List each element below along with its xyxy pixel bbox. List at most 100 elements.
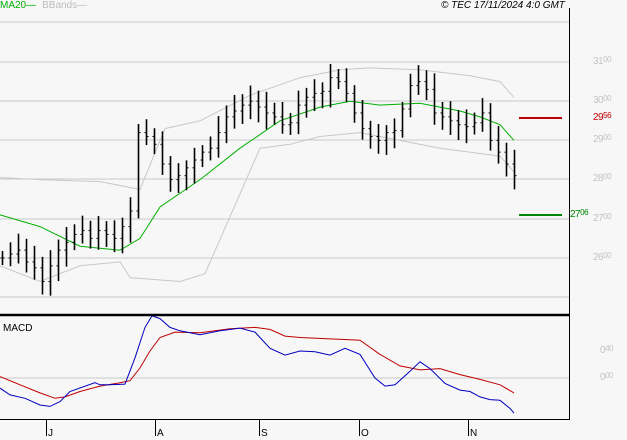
resistance-label-dec: 56 bbox=[603, 111, 612, 120]
chart-frame bbox=[0, 8, 570, 436]
resistance-label: 2956 bbox=[593, 111, 612, 123]
price-axis-label-dec: 00 bbox=[603, 55, 612, 64]
ohlc-bar bbox=[160, 131, 165, 175]
ohlc-bar bbox=[464, 109, 469, 144]
support-label: 2706 bbox=[570, 208, 589, 220]
ohlc-bar bbox=[192, 147, 197, 184]
ohlc-bar bbox=[416, 65, 421, 95]
ohlc-bar bbox=[392, 118, 397, 149]
macd-title: MACD bbox=[3, 323, 33, 334]
ohlc-bar bbox=[224, 105, 229, 144]
ohlc-bar bbox=[112, 220, 117, 253]
price-axis-label: 2900 bbox=[593, 133, 612, 145]
macd-line bbox=[0, 315, 515, 414]
ohlc-bar bbox=[336, 69, 341, 90]
ohlc-bar bbox=[504, 142, 509, 177]
price-axis-label-dec: 00 bbox=[603, 212, 612, 221]
ohlc-bar bbox=[432, 73, 437, 125]
price-axis-label: 3000 bbox=[593, 94, 612, 106]
price-axis-label-int: 26 bbox=[593, 252, 604, 263]
ohlc-bar bbox=[352, 85, 357, 123]
ohlc-bar bbox=[304, 87, 309, 118]
ohlc-bar bbox=[168, 156, 173, 192]
ohlc-bar bbox=[104, 221, 109, 248]
ohlc-bar bbox=[496, 125, 501, 164]
macd-axis-label-int: 0 bbox=[600, 372, 606, 383]
macd-axis-label-dec: 00 bbox=[605, 371, 613, 380]
ohlc-bar bbox=[96, 216, 101, 250]
ohlc-bar bbox=[376, 123, 381, 154]
legend-ma20: MA20— bbox=[0, 0, 36, 11]
resistance-label-int: 29 bbox=[593, 112, 604, 123]
price-axis-label-dec: 00 bbox=[603, 251, 612, 260]
ohlc-bar bbox=[328, 63, 333, 108]
ohlc-bar bbox=[24, 238, 29, 273]
month-label: J bbox=[48, 428, 53, 439]
ohlc-bar bbox=[72, 224, 77, 251]
bollinger-bands bbox=[0, 67, 515, 283]
legend-bbands: BBands— bbox=[42, 0, 87, 11]
month-label: A bbox=[157, 428, 164, 439]
ohlc-bar bbox=[200, 145, 205, 168]
price-axis-label-int: 29 bbox=[593, 134, 604, 145]
ohlc-bar bbox=[64, 227, 69, 267]
support-label-int: 27 bbox=[570, 209, 581, 220]
month-label: S bbox=[261, 428, 268, 439]
legend-ma20-label: MA20 bbox=[0, 0, 27, 11]
ohlc-bar bbox=[296, 90, 301, 135]
price-axis-label-int: 30 bbox=[593, 95, 604, 106]
macd-signal-line bbox=[0, 326, 515, 399]
ohlc-bar bbox=[368, 120, 373, 149]
legend-ma20-swatch: — bbox=[26, 0, 37, 11]
macd-lines bbox=[0, 315, 515, 414]
ohlc-bar bbox=[448, 101, 453, 135]
ohlc-bar bbox=[216, 116, 221, 158]
ohlc-bar bbox=[184, 160, 189, 191]
ohlc-bar bbox=[48, 250, 53, 296]
ohlc-bar bbox=[40, 256, 45, 295]
ohlc-bar bbox=[176, 163, 181, 193]
ohlc-bar bbox=[512, 149, 517, 190]
ohlc-bar bbox=[120, 217, 125, 254]
price-axis-label-int: 27 bbox=[593, 213, 604, 224]
ohlc-bar bbox=[264, 91, 269, 130]
ohlc-bar bbox=[424, 70, 429, 101]
price-axis-label: 2600 bbox=[593, 251, 612, 263]
month-label: N bbox=[470, 428, 478, 439]
ohlc-bar bbox=[456, 110, 461, 141]
ohlc-bar bbox=[240, 94, 245, 124]
price-axis-label: 2700 bbox=[593, 212, 612, 224]
price-axis-label-dec: 00 bbox=[603, 94, 612, 103]
price-axis-label-dec: 00 bbox=[603, 172, 612, 181]
support-label-dec: 06 bbox=[580, 208, 589, 217]
ohlc-bar bbox=[16, 233, 21, 264]
ohlc-bar bbox=[408, 73, 413, 118]
legend-bbands-label: BBands bbox=[42, 0, 78, 11]
ohlc-bar bbox=[248, 85, 253, 120]
macd-axis-label: 000 bbox=[600, 371, 613, 383]
ohlc-bar bbox=[0, 250, 5, 266]
ohlc-bar bbox=[152, 128, 157, 155]
ohlc-bar bbox=[8, 242, 13, 267]
ohlc-bar bbox=[344, 68, 349, 102]
price-axis-label-dec: 00 bbox=[603, 133, 612, 142]
ohlc-bar bbox=[440, 101, 445, 130]
price-axis-label-int: 28 bbox=[593, 173, 604, 184]
month-label: O bbox=[361, 428, 369, 439]
ma20-line bbox=[0, 100, 515, 251]
copyright-timestamp: © TEC 17/11/2024 4:0 GMT bbox=[441, 0, 565, 11]
ohlc-bar bbox=[320, 82, 325, 109]
ohlc-bar bbox=[208, 136, 213, 161]
legend: MA20— BBands— bbox=[0, 0, 87, 11]
ohlc-bar bbox=[472, 112, 477, 135]
ohlc-bar bbox=[488, 103, 493, 151]
price-axis-label: 2800 bbox=[593, 172, 612, 184]
ohlc-bar bbox=[480, 98, 485, 132]
ohlc-bar bbox=[272, 102, 277, 125]
price-gridlines bbox=[0, 21, 569, 379]
ohlc-bar bbox=[256, 90, 261, 123]
ma20-line bbox=[0, 100, 515, 251]
price-axis-label-int: 31 bbox=[593, 56, 604, 67]
ohlc-bar bbox=[280, 101, 285, 134]
macd-axis-label-dec: 40 bbox=[605, 344, 613, 353]
